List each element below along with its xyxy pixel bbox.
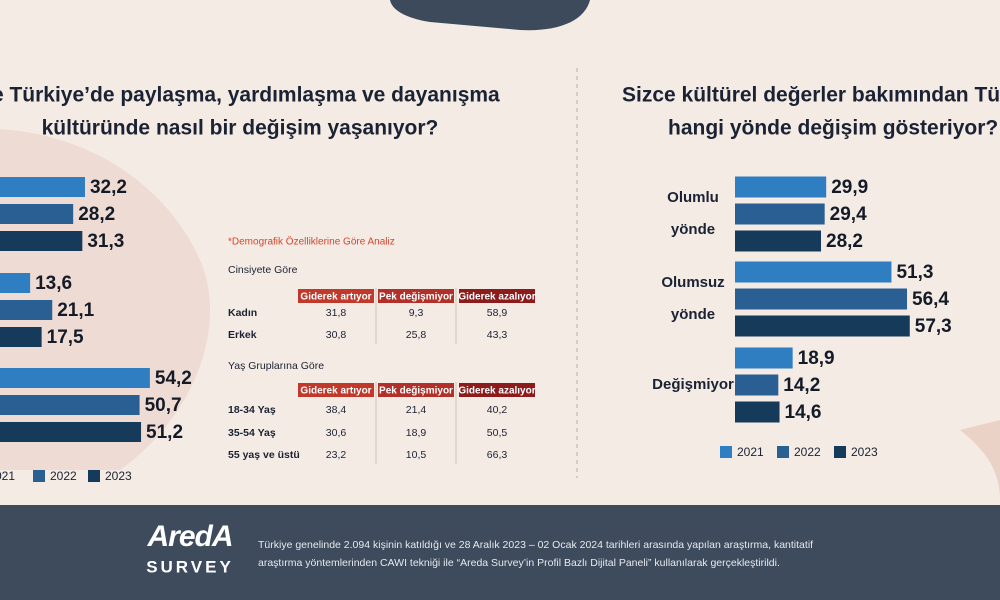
bar — [735, 230, 822, 252]
bar — [735, 176, 827, 198]
value-label: 28,2 — [826, 231, 863, 252]
value-label: 29,4 — [830, 204, 867, 225]
table-header-cell — [378, 383, 454, 397]
table-header: Giderek azalıyor — [458, 386, 535, 397]
table-cell: 31,8 — [326, 307, 347, 319]
bar — [735, 288, 908, 310]
table-header-cell — [378, 289, 454, 303]
table-header: Pek değişmiyor — [379, 292, 453, 303]
value-label: 28,2 — [78, 204, 115, 225]
table-header: Giderek artıyor — [300, 386, 371, 397]
table-cell: 58,9 — [487, 307, 508, 319]
logo: AredA — [146, 520, 232, 553]
category-label: Olumsuz yönde — [661, 274, 724, 323]
legend-swatch — [777, 446, 789, 458]
legend-swatch — [33, 470, 45, 482]
chart-title: Sizce kültürel değerler bakımından Türk … — [622, 84, 1000, 107]
table-cell: 43,3 — [487, 329, 508, 341]
table-header: Pek değişmiyor — [379, 386, 453, 397]
bar — [0, 204, 74, 224]
value-label: 31,3 — [87, 231, 124, 252]
value-label: 51,2 — [146, 422, 183, 443]
table-cell: 23,2 — [326, 449, 347, 461]
bar — [0, 368, 150, 388]
footer-text: araştırma yöntemlerinden CAWI tekniği il… — [258, 557, 780, 569]
legend-label: 021 — [0, 469, 15, 483]
bar — [0, 231, 83, 251]
chart-title: ce Türkiye’de paylaşma, yardımlaşma ve d… — [0, 84, 500, 107]
value-label: 14,6 — [785, 402, 822, 423]
table-header: Giderek azalıyor — [458, 292, 535, 303]
bar — [0, 327, 42, 347]
legend-label: 2022 — [50, 469, 77, 483]
table-row-label: 55 yaş ve üstü — [228, 449, 300, 461]
table-row-label: 18-34 Yaş — [228, 404, 276, 416]
table-cell: 30,8 — [326, 329, 347, 341]
value-label: 17,5 — [47, 327, 84, 348]
legend-label: 2021 — [737, 445, 764, 459]
value-label: 57,3 — [915, 316, 952, 337]
table-note: *Demografik Özelliklerine Göre Analiz — [228, 236, 395, 248]
value-label: 51,3 — [896, 262, 933, 283]
bar — [0, 273, 31, 293]
table-header: Giderek artıyor — [300, 292, 371, 303]
footer-text: Türkiye genelinde 2.094 kişinin katıldığ… — [258, 539, 813, 551]
decor-top — [390, 0, 590, 31]
table-cell: 21,4 — [406, 404, 427, 416]
bar — [0, 177, 85, 197]
bar — [0, 422, 142, 442]
bar — [735, 374, 779, 396]
table-cell: 25,8 — [406, 329, 427, 341]
table-header-cell — [298, 383, 374, 397]
table-header-cell — [298, 289, 374, 303]
content: ce Türkiye’de paylaşma, yardımlaşma ve d… — [0, 84, 1000, 576]
footer-band — [0, 505, 1000, 600]
bar — [0, 300, 53, 320]
value-label: 18,9 — [798, 348, 835, 369]
table-cell: 10,5 — [406, 449, 427, 461]
table-row-label: 35-54 Yaş — [228, 427, 276, 439]
value-label: 13,6 — [35, 273, 72, 294]
logo-sub: SURVEY — [146, 557, 234, 576]
value-label: 32,2 — [90, 177, 127, 198]
legend-label: 2023 — [851, 445, 878, 459]
bar — [0, 395, 140, 415]
table-row-label: Kadın — [228, 307, 257, 319]
value-label: 14,2 — [783, 375, 820, 396]
table-group-title: Cinsiyete Göre — [228, 264, 298, 276]
table-cell: 30,6 — [326, 427, 347, 439]
legend-label: 2023 — [105, 469, 132, 483]
chart-title: kültüründe nasıl bir değişim yaşanıyor? — [42, 117, 439, 140]
category-label: Değişmiyor — [652, 376, 734, 393]
decor-right — [960, 420, 1000, 500]
table-cell: 9,3 — [409, 307, 424, 319]
table-header-cell — [459, 383, 535, 397]
value-label: 54,2 — [155, 368, 192, 389]
legend-swatch — [88, 470, 100, 482]
chart-title: hangi yönde değişim gösteriyor? — [668, 117, 998, 140]
category-label: Olumlu yönde — [667, 189, 719, 238]
value-label: 56,4 — [912, 289, 949, 310]
legend-label: 2022 — [794, 445, 821, 459]
table-row-label: Erkek — [228, 329, 257, 341]
table-cell: 38,4 — [326, 404, 347, 416]
bar — [735, 261, 892, 283]
table-cell: 18,9 — [406, 427, 427, 439]
value-label: 50,7 — [145, 395, 182, 416]
legend-swatch — [834, 446, 846, 458]
legend-swatch — [720, 446, 732, 458]
bar — [735, 401, 780, 423]
bar — [735, 203, 825, 225]
value-label: 29,9 — [831, 177, 868, 198]
table-group-title: Yaş Gruplarına Göre — [228, 360, 324, 372]
bar — [735, 315, 910, 337]
bar — [735, 347, 793, 369]
value-label: 21,1 — [57, 300, 94, 321]
table-cell: 50,5 — [487, 427, 508, 439]
table-cell: 66,3 — [487, 449, 508, 461]
table-cell: 40,2 — [487, 404, 508, 416]
table-header-cell — [459, 289, 535, 303]
